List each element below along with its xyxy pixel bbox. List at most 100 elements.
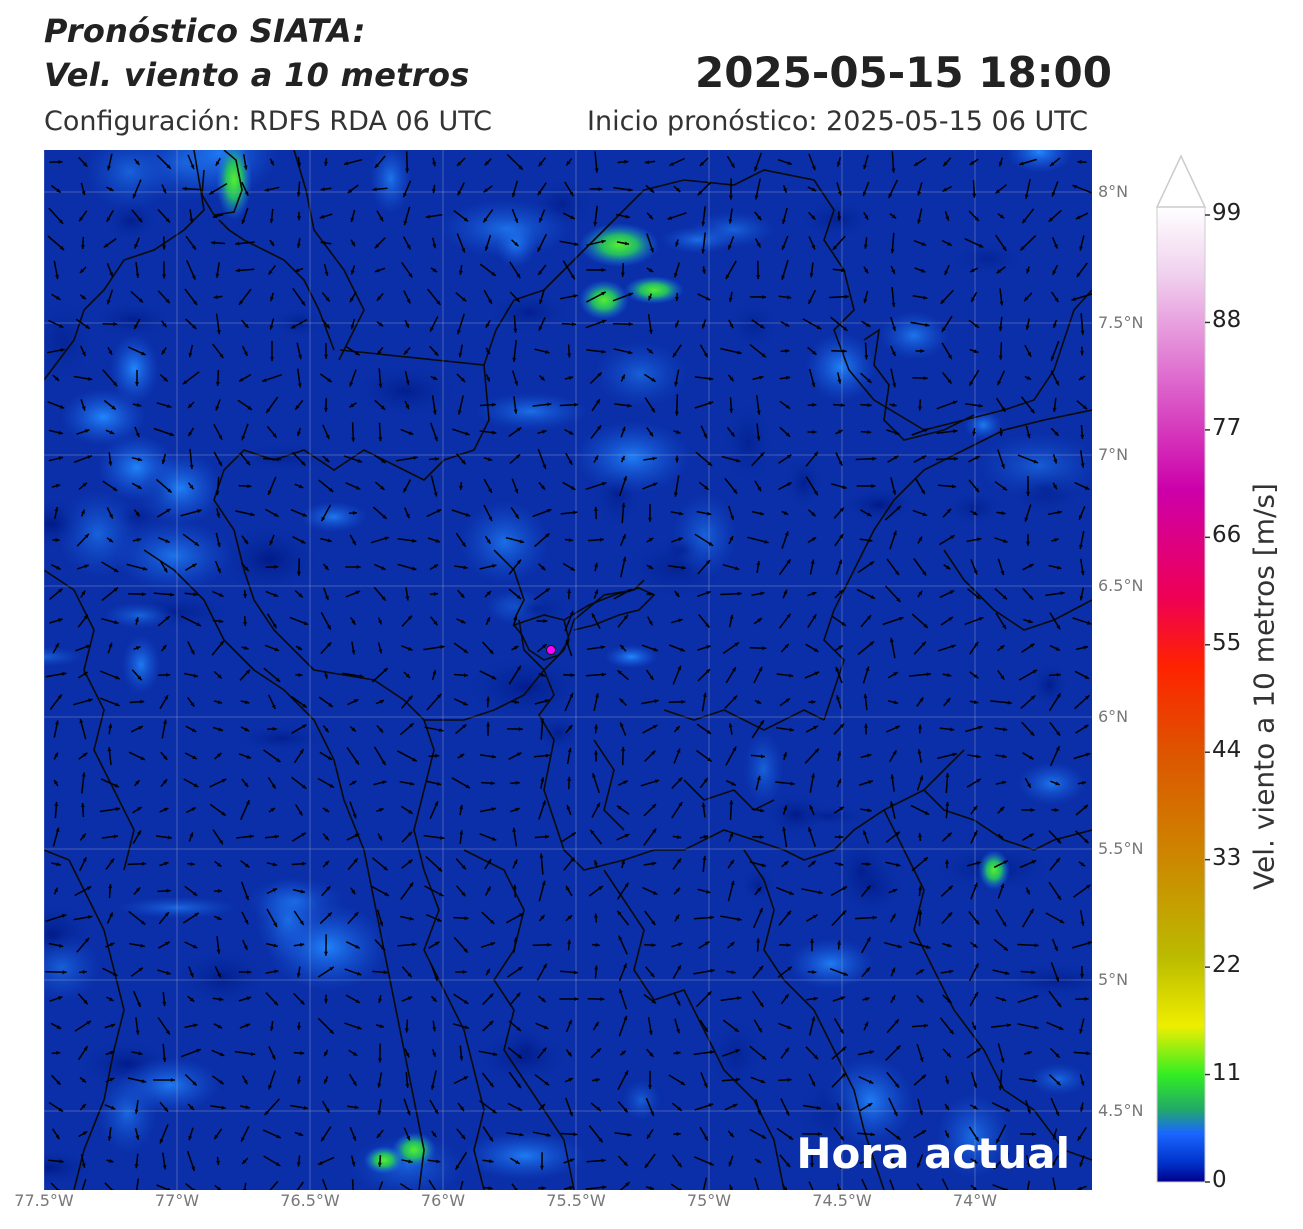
wind-vector-head [82, 752, 88, 757]
wind-vector-head [1026, 376, 1032, 380]
wind-vector-head [266, 408, 271, 413]
wind-vector-head [425, 214, 430, 219]
wind-vector-head [734, 566, 740, 571]
wind-vector-head [648, 268, 654, 272]
wind-vector-head [217, 1024, 223, 1029]
wind-vector-head [215, 406, 220, 411]
wind-vector-head [867, 1158, 873, 1162]
wind-vector-head [811, 773, 815, 778]
wind-vector-head [218, 461, 222, 466]
lon-label: 77°W [154, 1191, 200, 1210]
wind-vector-head [489, 649, 494, 654]
wind-vector-head [405, 380, 410, 385]
wind-vector-head [352, 511, 357, 515]
wind-vector-head [1024, 517, 1029, 522]
wind-vector-head [463, 701, 468, 706]
wind-vector-head [945, 565, 951, 570]
wind-vector-head [651, 999, 656, 1004]
wind-vector-head [701, 802, 706, 807]
wind-vector-head [406, 1110, 411, 1116]
wind-vector-head [754, 195, 759, 200]
wind-vector-head [757, 486, 762, 492]
speed-patch [604, 644, 659, 669]
wind-vector-head [1079, 1029, 1084, 1034]
lat-label: 6°N [1098, 707, 1129, 726]
wind-vector-head [705, 623, 710, 628]
speed-patch [103, 200, 159, 242]
wind-vector-head [463, 948, 468, 953]
lon-label: 76°W [420, 1191, 466, 1210]
wind-vector-head [135, 273, 140, 278]
wind-vector-head [866, 753, 872, 758]
wind-vector-head [295, 268, 300, 272]
wind-vector-head [276, 758, 281, 762]
wind-vector-head [948, 617, 953, 621]
wind-vector-head [245, 460, 250, 466]
wind-vector-head [624, 1070, 628, 1075]
wind-vector-head [299, 749, 304, 754]
wind-vector-head [319, 214, 325, 219]
wind-vector-head [972, 193, 977, 198]
location-marker[interactable] [546, 645, 556, 655]
wind-vector-head [839, 1135, 844, 1141]
wind-vector-head [919, 697, 924, 702]
wind-vector-head [351, 781, 357, 785]
wind-vector-head [381, 459, 386, 463]
wind-vector-head [1057, 1002, 1062, 1007]
wind-vector-head [219, 353, 224, 359]
wind-vector-head [601, 1158, 606, 1163]
wind-vector-head [783, 752, 787, 757]
wind-vector-head [302, 861, 307, 866]
wind-vector-head [595, 693, 599, 698]
wind-vector-head [811, 187, 817, 192]
wind-vector-head [1027, 1051, 1032, 1055]
wind-vector-head [951, 644, 956, 649]
wind-vector-head [654, 699, 659, 704]
wind-vector-head [244, 566, 249, 571]
wind-vector-head [921, 242, 926, 246]
wind-vector-head [892, 403, 897, 407]
wind-vector-head [264, 187, 270, 192]
wind-vector-head [378, 383, 383, 388]
wind-vector-head [1054, 297, 1059, 303]
wind-vector-head [703, 433, 707, 439]
speed-patch [787, 938, 874, 990]
wind-vector-head [486, 377, 490, 382]
wind-vector-head [271, 1055, 276, 1060]
wind-vector-head [491, 807, 496, 812]
wind-vector-head [676, 430, 681, 434]
wind-vector-head [113, 587, 118, 592]
wind-map[interactable]: Hora actual [44, 150, 1092, 1190]
wind-vector-head [165, 298, 170, 304]
wind-vector-head [839, 723, 844, 728]
wind-vector-head [974, 992, 978, 997]
wind-vector-head [110, 942, 115, 947]
wind-vector-head [327, 538, 332, 543]
wind-vector-head [919, 1110, 923, 1115]
wind-vector-head [783, 805, 788, 810]
wind-vector-head [296, 192, 301, 197]
wind-vector-head [837, 778, 841, 784]
wind-vector-head [891, 913, 896, 919]
wind-vector-head [163, 807, 169, 812]
wind-vector-head [542, 644, 547, 649]
wind-vector-head [162, 322, 167, 328]
wind-vector-head [60, 348, 65, 352]
wind-vector-head [196, 622, 201, 626]
wind-vector-head [999, 162, 1003, 167]
wind-vector-head [918, 724, 922, 729]
wind-vector-head [1056, 839, 1061, 844]
wind-vector-head [374, 244, 380, 249]
wind-vector-head [737, 591, 742, 596]
wind-vector-head [272, 433, 277, 438]
wind-vector-head [920, 268, 926, 273]
title-line2: Vel. viento a 10 metros [44, 56, 470, 94]
wind-vector-head [594, 168, 599, 173]
wind-vector-head [651, 377, 656, 382]
wind-vector-head [378, 437, 383, 442]
wind-vector-head [785, 1111, 790, 1116]
wind-vector [50, 1182, 60, 1190]
wind-vector-head [1027, 1109, 1031, 1114]
wind-vector-head [1029, 755, 1034, 760]
high-speed-patch [978, 850, 1010, 890]
